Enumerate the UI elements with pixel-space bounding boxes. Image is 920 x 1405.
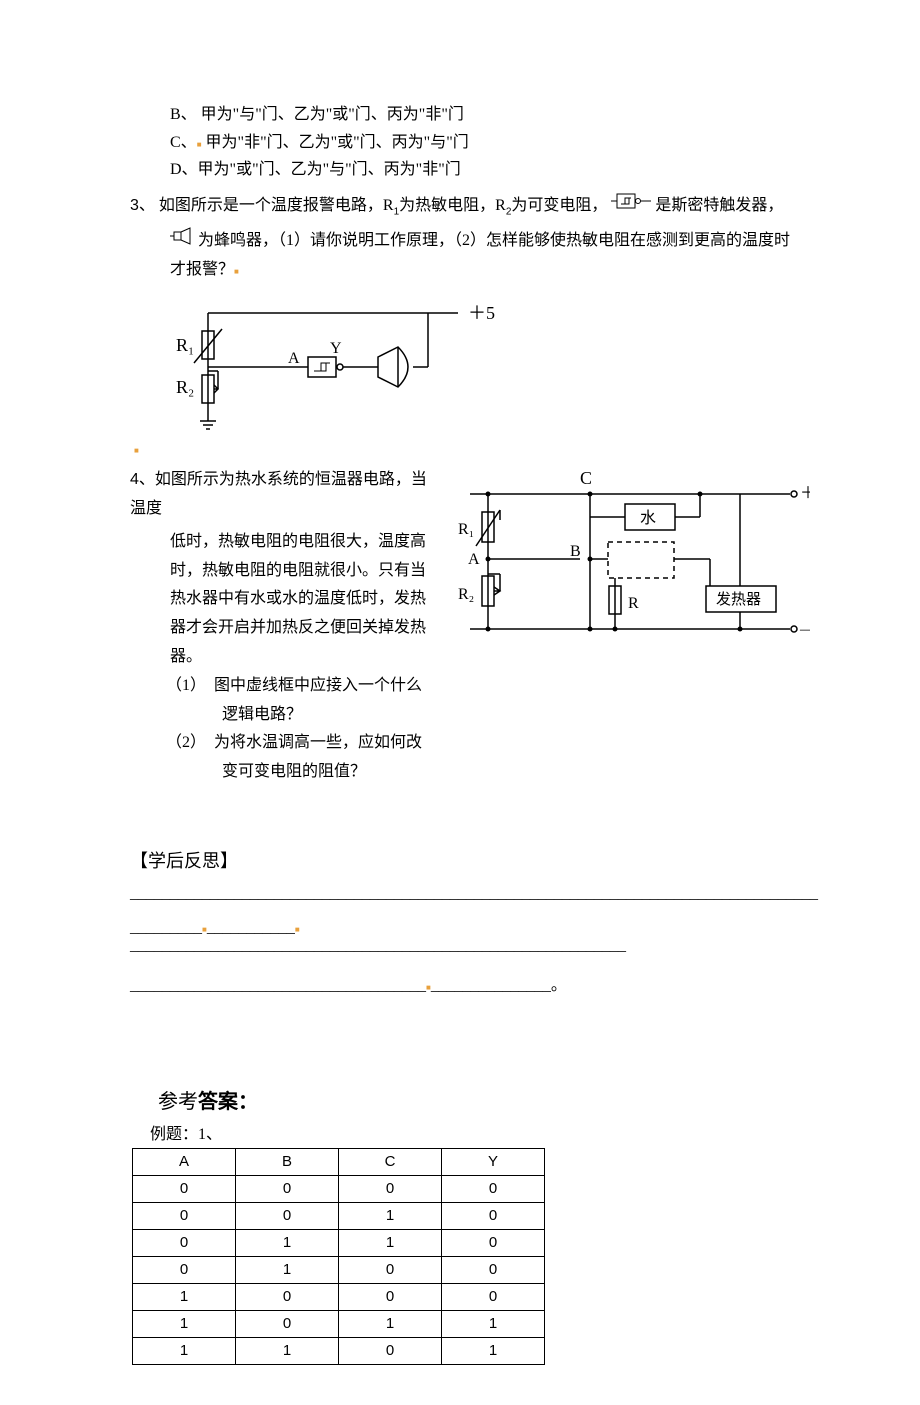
option-c: C、■ 甲为"非"门、乙为"或"门、丙为"与"门	[170, 130, 790, 156]
table-row: 0100	[133, 1256, 545, 1283]
q3-text-1a: 如图所示是一个温度报警电路，R	[159, 197, 394, 214]
schmitt-trigger-icon	[611, 191, 651, 222]
q4-body-start: 如图所示为热水系统的恒温器电路，当温度	[130, 471, 427, 517]
option-d: D、甲为"或"门、乙为"与"门、丙为"非"门	[170, 157, 790, 183]
table-row: 1101	[133, 1337, 545, 1364]
q4-prefix: 4、	[130, 471, 155, 488]
label-plus: ＋	[800, 485, 810, 502]
q3-text-1b: 为热敏电阻，R	[399, 197, 506, 214]
label-r1: R₁	[176, 335, 194, 355]
label-minus: —	[799, 621, 810, 638]
label-c: C	[580, 468, 592, 488]
q3-text-1c: 为可变电阻，	[511, 197, 607, 214]
label-water: 水	[640, 509, 656, 527]
table-row: 0110	[133, 1229, 545, 1256]
q3-prefix: 3、	[130, 197, 155, 214]
reflection-title: 【学后反思】	[130, 847, 790, 873]
label-r1b: R₁	[458, 521, 474, 538]
reflection-line-2: _________■___________■__________________…	[130, 919, 790, 955]
answers-title: 参考答案：	[158, 1085, 790, 1114]
label-y: Y	[330, 340, 342, 357]
footnote-mark-3: ■	[134, 446, 139, 455]
option-c-prefix: C、	[170, 134, 197, 151]
th-b: B	[236, 1148, 339, 1175]
label-5v: ＋5 V	[468, 303, 498, 323]
th-c: C	[339, 1148, 442, 1175]
th-a: A	[133, 1148, 236, 1175]
q4-circuit-diagram: ＋ — R₁ A R₂	[450, 458, 810, 649]
label-r: R	[628, 595, 639, 612]
q4-sub2-num: （2）	[166, 734, 198, 751]
label-b: B	[570, 543, 581, 560]
example-label: 例题：1、	[150, 1120, 790, 1144]
q4-sub2: （2） 为将水温调高一些，应如何改变可变电阻的阻值？	[166, 729, 430, 787]
q3-body: 为蜂鸣器，（1）请你说明工作原理，（2）怎样能够使热敏电阻在感测到更高的温度时才…	[170, 226, 790, 286]
label-a: A	[288, 350, 300, 367]
footnote-mark-2: ■	[234, 265, 239, 279]
footnote-mark: ■	[197, 139, 202, 152]
table-row: 1011	[133, 1310, 545, 1337]
table-row: 0010	[133, 1202, 545, 1229]
question-4: 4、如图所示为热水系统的恒温器电路，当温度 低时，热敏电阻的电阻很大，温度高时，…	[130, 458, 790, 787]
q4-sub1: （1） 图中虚线框中应接入一个什么逻辑电路？	[166, 672, 430, 730]
table-row: 0000	[133, 1175, 545, 1202]
q3-text-2: 为蜂鸣器，（1）请你说明工作原理，（2）怎样能够使热敏电阻在感测到更高的温度时才…	[170, 232, 790, 279]
buzzer-icon	[170, 226, 194, 257]
truth-table: A B C Y 0000 0010 0110 0100 1000 1011 11…	[132, 1148, 545, 1365]
q3-text-1d: 是斯密特触发器，	[655, 197, 783, 214]
reflection-line-3: _____________________________________■__…	[130, 971, 790, 995]
reflection-line-1: ________________________________________…	[130, 885, 790, 903]
table-row: 1000	[133, 1283, 545, 1310]
q4-sub2-text: 为将水温调高一些，应如何改变可变电阻的阻值？	[214, 734, 422, 780]
option-b: B、 甲为"与"门、乙为"或"门、丙为"非"门	[170, 102, 790, 128]
q4-sub1-num: （1）	[166, 677, 198, 694]
question-3: 3、 如图所示是一个温度报警电路，R1为热敏电阻，R2为可变电阻， 是斯密特触发…	[130, 191, 790, 222]
table-row: A B C Y	[133, 1148, 545, 1175]
label-r2b: R₂	[458, 586, 474, 603]
q4-body: 低时，热敏电阻的电阻很大，温度高时，热敏电阻的电阻就很小。只有当热水器中有水或水…	[170, 528, 430, 672]
th-y: Y	[442, 1148, 545, 1175]
option-c-text: 甲为"非"门、乙为"或"门、丙为"与"门	[206, 134, 469, 151]
label-heater: 发热器	[716, 591, 761, 608]
label-a2: A	[468, 551, 480, 568]
q4-sub1-text: 图中虚线框中应接入一个什么逻辑电路？	[214, 677, 422, 723]
q3-circuit-diagram: ＋5 V R₁ R₂ A Y	[158, 301, 790, 436]
label-r2: R₂	[176, 377, 194, 397]
